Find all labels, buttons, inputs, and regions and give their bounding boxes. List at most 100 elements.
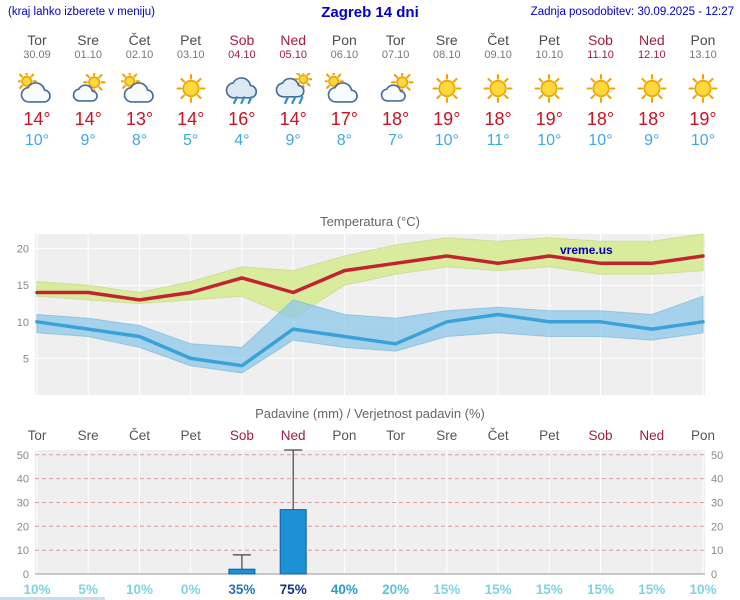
day-date: 05.10 (279, 49, 307, 61)
sunny-icon (176, 74, 206, 103)
svg-text:20: 20 (17, 244, 29, 256)
rain-sun-icon (275, 69, 314, 105)
day-tmax: 17° (330, 109, 358, 129)
svg-text:0: 0 (23, 569, 29, 580)
day-date: 13.10 (689, 49, 717, 61)
temp-chart-title: Temperatura (°C) (320, 214, 420, 229)
day-name: Pon (331, 32, 357, 48)
day-tmax: 18° (638, 109, 666, 129)
day-date: 08.10 (433, 49, 461, 61)
day-name: Ned (638, 32, 665, 48)
page-title: Zagreb 14 dni (321, 4, 419, 21)
precip-probability: 15% (535, 582, 563, 597)
tmin-line (35, 312, 705, 368)
precip-day-label: Ned (280, 428, 306, 443)
precip-plot-area (35, 450, 705, 574)
day-date: 09.10 (484, 49, 512, 61)
day-tmin: 4° (234, 132, 250, 149)
temperature-chart: 5 10 15 20 vreme.us (17, 233, 705, 395)
day-tmax: 14° (279, 109, 307, 129)
precip-day-label: Pet (539, 428, 560, 443)
tmax-line (35, 254, 705, 302)
day-column: Čet 09.10 18° 11° (472, 32, 524, 150)
day-tmin: 9° (644, 132, 660, 149)
menu-hint: (kraj lahko izberete v meniju) (8, 6, 156, 18)
site-watermark: vreme.us (560, 243, 613, 257)
day-tmin: 8° (336, 132, 353, 149)
precip-probability: 20% (382, 582, 410, 597)
mostly-cloudy-icon (118, 70, 154, 103)
day-column: Pon 06.10 17° 8° (318, 32, 370, 150)
day-column: Sre 01.10 14° 9° (62, 32, 114, 150)
day-tmax: 16° (228, 109, 256, 129)
day-name: Čet (128, 32, 151, 48)
day-tmax: 19° (433, 109, 461, 129)
day-icon-cell (267, 69, 319, 107)
precip-probability: 15% (586, 582, 615, 597)
day-date: 12.10 (638, 49, 666, 61)
precip-day-label: Čet (487, 428, 509, 443)
day-column: Čet 02.10 13° 8° (114, 32, 166, 150)
day-column: Pet 10.10 19° 10° (523, 32, 575, 150)
day-icon-cell (216, 73, 268, 107)
precip-probability-row: 10% 5% 10% 0% 35% 75% 40% 20% 15% 15% 15% 15% 15% 10% (0, 582, 740, 600)
precip-day-label: Ned (639, 428, 665, 443)
cutoff-element (0, 597, 105, 600)
day-date: 10.10 (535, 49, 564, 61)
day-name: Pet (538, 32, 560, 48)
precip-day-label: Tor (27, 428, 47, 443)
day-date: 03.10 (176, 49, 205, 61)
day-name: Tor (27, 32, 47, 48)
day-tmin: 10° (434, 132, 459, 149)
precip-probability: 5% (78, 582, 98, 597)
svg-text:30: 30 (711, 498, 723, 510)
day-tmax: 14° (23, 109, 51, 129)
precip-chart-title: Padavine (mm) / Verjetnost padavin (%) (255, 406, 485, 421)
day-date: 02.10 (125, 49, 154, 61)
day-date: 11.10 (587, 49, 614, 61)
day-tmin: 10° (588, 132, 613, 149)
day-tmax: 14° (177, 109, 205, 129)
precip-day-label: Sre (77, 428, 99, 443)
precip-probability: 35% (228, 582, 256, 597)
day-icon-cell (626, 73, 678, 107)
precip-day-label: Sre (436, 428, 458, 443)
day-icon-cell (114, 70, 166, 107)
day-name: Sob (229, 32, 255, 48)
day-tmin: 8° (131, 132, 148, 149)
day-icon-cell (523, 73, 575, 107)
day-tmax: 18° (381, 109, 410, 129)
precip-bar (279, 509, 307, 575)
day-tmin: 10° (690, 132, 716, 149)
day-column: Tor 07.10 18° 7° (370, 32, 422, 150)
partly-icon (72, 70, 106, 102)
day-date: 07.10 (381, 49, 410, 61)
precip-probability: 15% (484, 582, 512, 597)
precip-bar (228, 568, 256, 575)
day-name: Pon (690, 32, 716, 48)
day-column: Ned 05.10 14° 9° (267, 32, 319, 150)
svg-text:5: 5 (23, 353, 29, 365)
precip-day-label: Tor (386, 428, 405, 443)
precip-probability: 10% (23, 582, 51, 597)
day-icon-cell (165, 73, 217, 107)
sunny-icon (534, 74, 564, 103)
precip-probability: 15% (638, 582, 666, 597)
precip-probability: 40% (330, 582, 358, 597)
day-icon-cell (575, 73, 627, 107)
day-name: Sob (588, 32, 613, 48)
day-tmax: 19° (689, 109, 717, 129)
day-name: Pet (180, 32, 202, 48)
sunny-icon (432, 74, 462, 103)
svg-text:10: 10 (711, 545, 723, 557)
day-column: Pet 03.10 14° 5° (165, 32, 217, 150)
precip-day-label: Sob (229, 428, 254, 443)
precip-probability: 10% (125, 582, 154, 597)
svg-text:50: 50 (711, 450, 723, 462)
mostly-cloudy-icon (323, 70, 359, 103)
svg-text:40: 40 (17, 474, 29, 486)
day-icon-cell (472, 73, 524, 107)
mostly-cloudy-icon (16, 70, 51, 103)
svg-text:15: 15 (17, 280, 29, 292)
svg-text:50: 50 (17, 450, 29, 462)
